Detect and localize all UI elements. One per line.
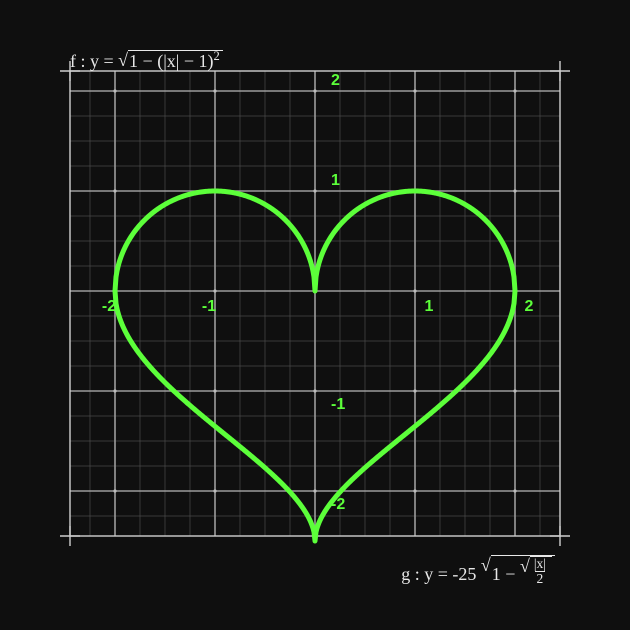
sqrt: √ 1 − (|x| − 1)2 [118,50,223,72]
radicand-inner: |x| 2 [530,556,552,585]
formula-g: g : y = -25 √ 1 − √ |x| 2 [401,555,555,585]
chart-stage: -2-112-2-112 f : y = √ 1 − (|x| − 1)2 g … [0,0,630,630]
fraction: |x| 2 [532,557,548,585]
sqrt-inner: √ |x| 2 [520,556,552,585]
radical-icon: √ [481,555,491,585]
radical-icon: √ [520,556,530,585]
svg-text:-1: -1 [202,298,216,315]
radicand: 1 − (|x| − 1)2 [128,50,223,72]
heart-plot: -2-112-2-112 [0,0,630,630]
svg-text:2: 2 [525,298,534,315]
svg-text:1: 1 [331,172,340,189]
radicand-outer: 1 − √ |x| 2 [491,555,555,585]
radical-icon: √ [118,50,128,72]
formula-f-prefix: f : y = [70,51,118,71]
sqrt-outer: √ 1 − √ |x| 2 [481,555,555,585]
formula-f: f : y = √ 1 − (|x| − 1)2 [70,50,223,72]
svg-text:1: 1 [425,298,434,315]
svg-text:2: 2 [331,72,340,89]
svg-text:-1: -1 [331,396,345,413]
formula-g-prefix: g : y = -25 [401,564,476,584]
